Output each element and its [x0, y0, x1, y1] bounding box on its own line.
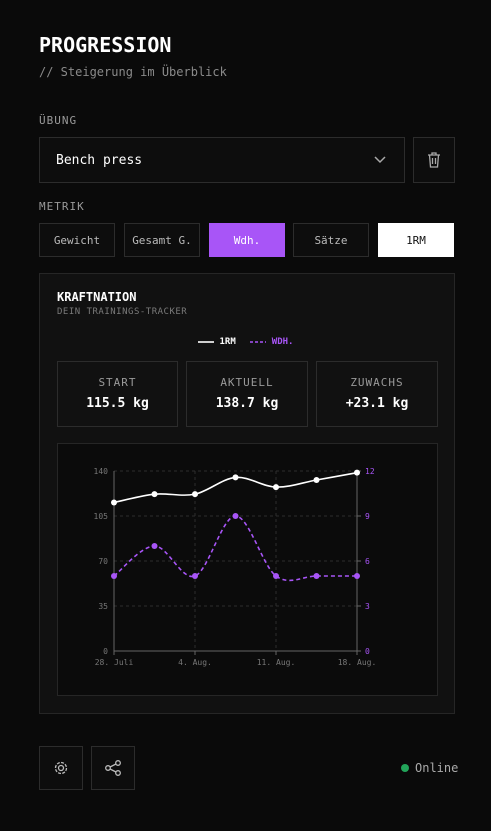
x-tick-label: 18. Aug. — [338, 658, 377, 667]
legend-label: WDH. — [271, 337, 294, 347]
y2-tick-label: 9 — [365, 512, 370, 521]
data-point — [192, 491, 198, 498]
stat-card: ZUWACHS +23.1 kg — [316, 361, 438, 427]
data-point — [354, 469, 360, 476]
delete-button[interactable] — [413, 137, 455, 183]
metric-button[interactable]: Wdh. — [209, 223, 285, 257]
y-tick-label: 140 — [94, 467, 109, 476]
metric-label: METRIK — [39, 200, 85, 213]
y2-tick-label: 12 — [365, 467, 375, 476]
legend-item: WDH. — [249, 335, 294, 349]
chevron-icon — [374, 156, 386, 164]
y-tick-label: 70 — [98, 557, 108, 566]
stat-label: AKTUELL — [220, 376, 274, 389]
data-point — [151, 491, 158, 498]
y-tick-label: 105 — [94, 512, 109, 521]
share-button[interactable] — [91, 746, 135, 790]
settings-button[interactable] — [39, 746, 83, 790]
data-point — [151, 543, 158, 549]
data-point — [192, 573, 198, 579]
stat-value: +23.1 kg — [345, 396, 409, 411]
tagline: DEIN TRAININGS-TRACKER — [57, 307, 188, 317]
data-point — [313, 477, 320, 483]
stat-value: 138.7 kg — [215, 396, 279, 411]
exercise-select[interactable]: Bench press — [39, 137, 405, 183]
metric-button[interactable]: Sätze — [293, 223, 369, 257]
data-point — [232, 474, 239, 481]
data-point — [232, 513, 239, 519]
data-point — [273, 484, 279, 491]
legend-swatch — [249, 341, 266, 343]
exercise-value: Bench press — [56, 153, 143, 168]
share-icon — [105, 760, 121, 776]
y2-tick-label: 3 — [365, 602, 370, 611]
metric-button[interactable]: Gewicht — [39, 223, 115, 257]
y2-tick-label: 0 — [365, 647, 370, 656]
data-point — [354, 573, 360, 579]
page-title: PROGRESSION — [39, 33, 172, 57]
status-text: Online — [415, 761, 459, 775]
chart: 0 35 70 105 140 0 3 6 9 12 28. Juli 4. Aug. 11. Aug.… — [57, 443, 438, 696]
data-point — [111, 499, 117, 506]
status-dot — [401, 764, 409, 772]
gear-icon — [54, 761, 68, 775]
y-tick-label: 35 — [98, 602, 108, 611]
stat-card: AKTUELL 138.7 kg — [186, 361, 308, 427]
x-tick-label: 28. Juli — [95, 658, 134, 667]
data-point — [313, 573, 320, 579]
stat-label: START — [98, 376, 137, 389]
y2-tick-label: 6 — [365, 557, 370, 566]
legend-label: 1RM — [219, 337, 236, 347]
stat-card: START 115.5 kg — [57, 361, 178, 427]
metric-button[interactable]: 1RM — [378, 223, 454, 257]
stat-value: 115.5 kg — [86, 396, 149, 411]
legend: 1RM WDH. — [0, 335, 491, 349]
brand: KRAFTNATION — [57, 290, 137, 304]
data-point — [273, 573, 279, 579]
data-point — [111, 573, 117, 579]
x-tick-label: 11. Aug. — [257, 658, 296, 667]
legend-swatch — [197, 341, 214, 343]
stat-label: ZUWACHS — [350, 376, 404, 389]
y-tick-label: 0 — [103, 647, 108, 656]
legend-item: 1RM — [197, 335, 236, 349]
metric-button[interactable]: Gesamt G. — [124, 223, 200, 257]
x-tick-label: 4. Aug. — [178, 658, 212, 667]
series-line — [113, 515, 357, 582]
exercise-label: ÜBUNG — [39, 114, 78, 127]
trash-icon — [428, 152, 440, 168]
page-subtitle: // Steigerung im Überblick — [39, 65, 227, 79]
